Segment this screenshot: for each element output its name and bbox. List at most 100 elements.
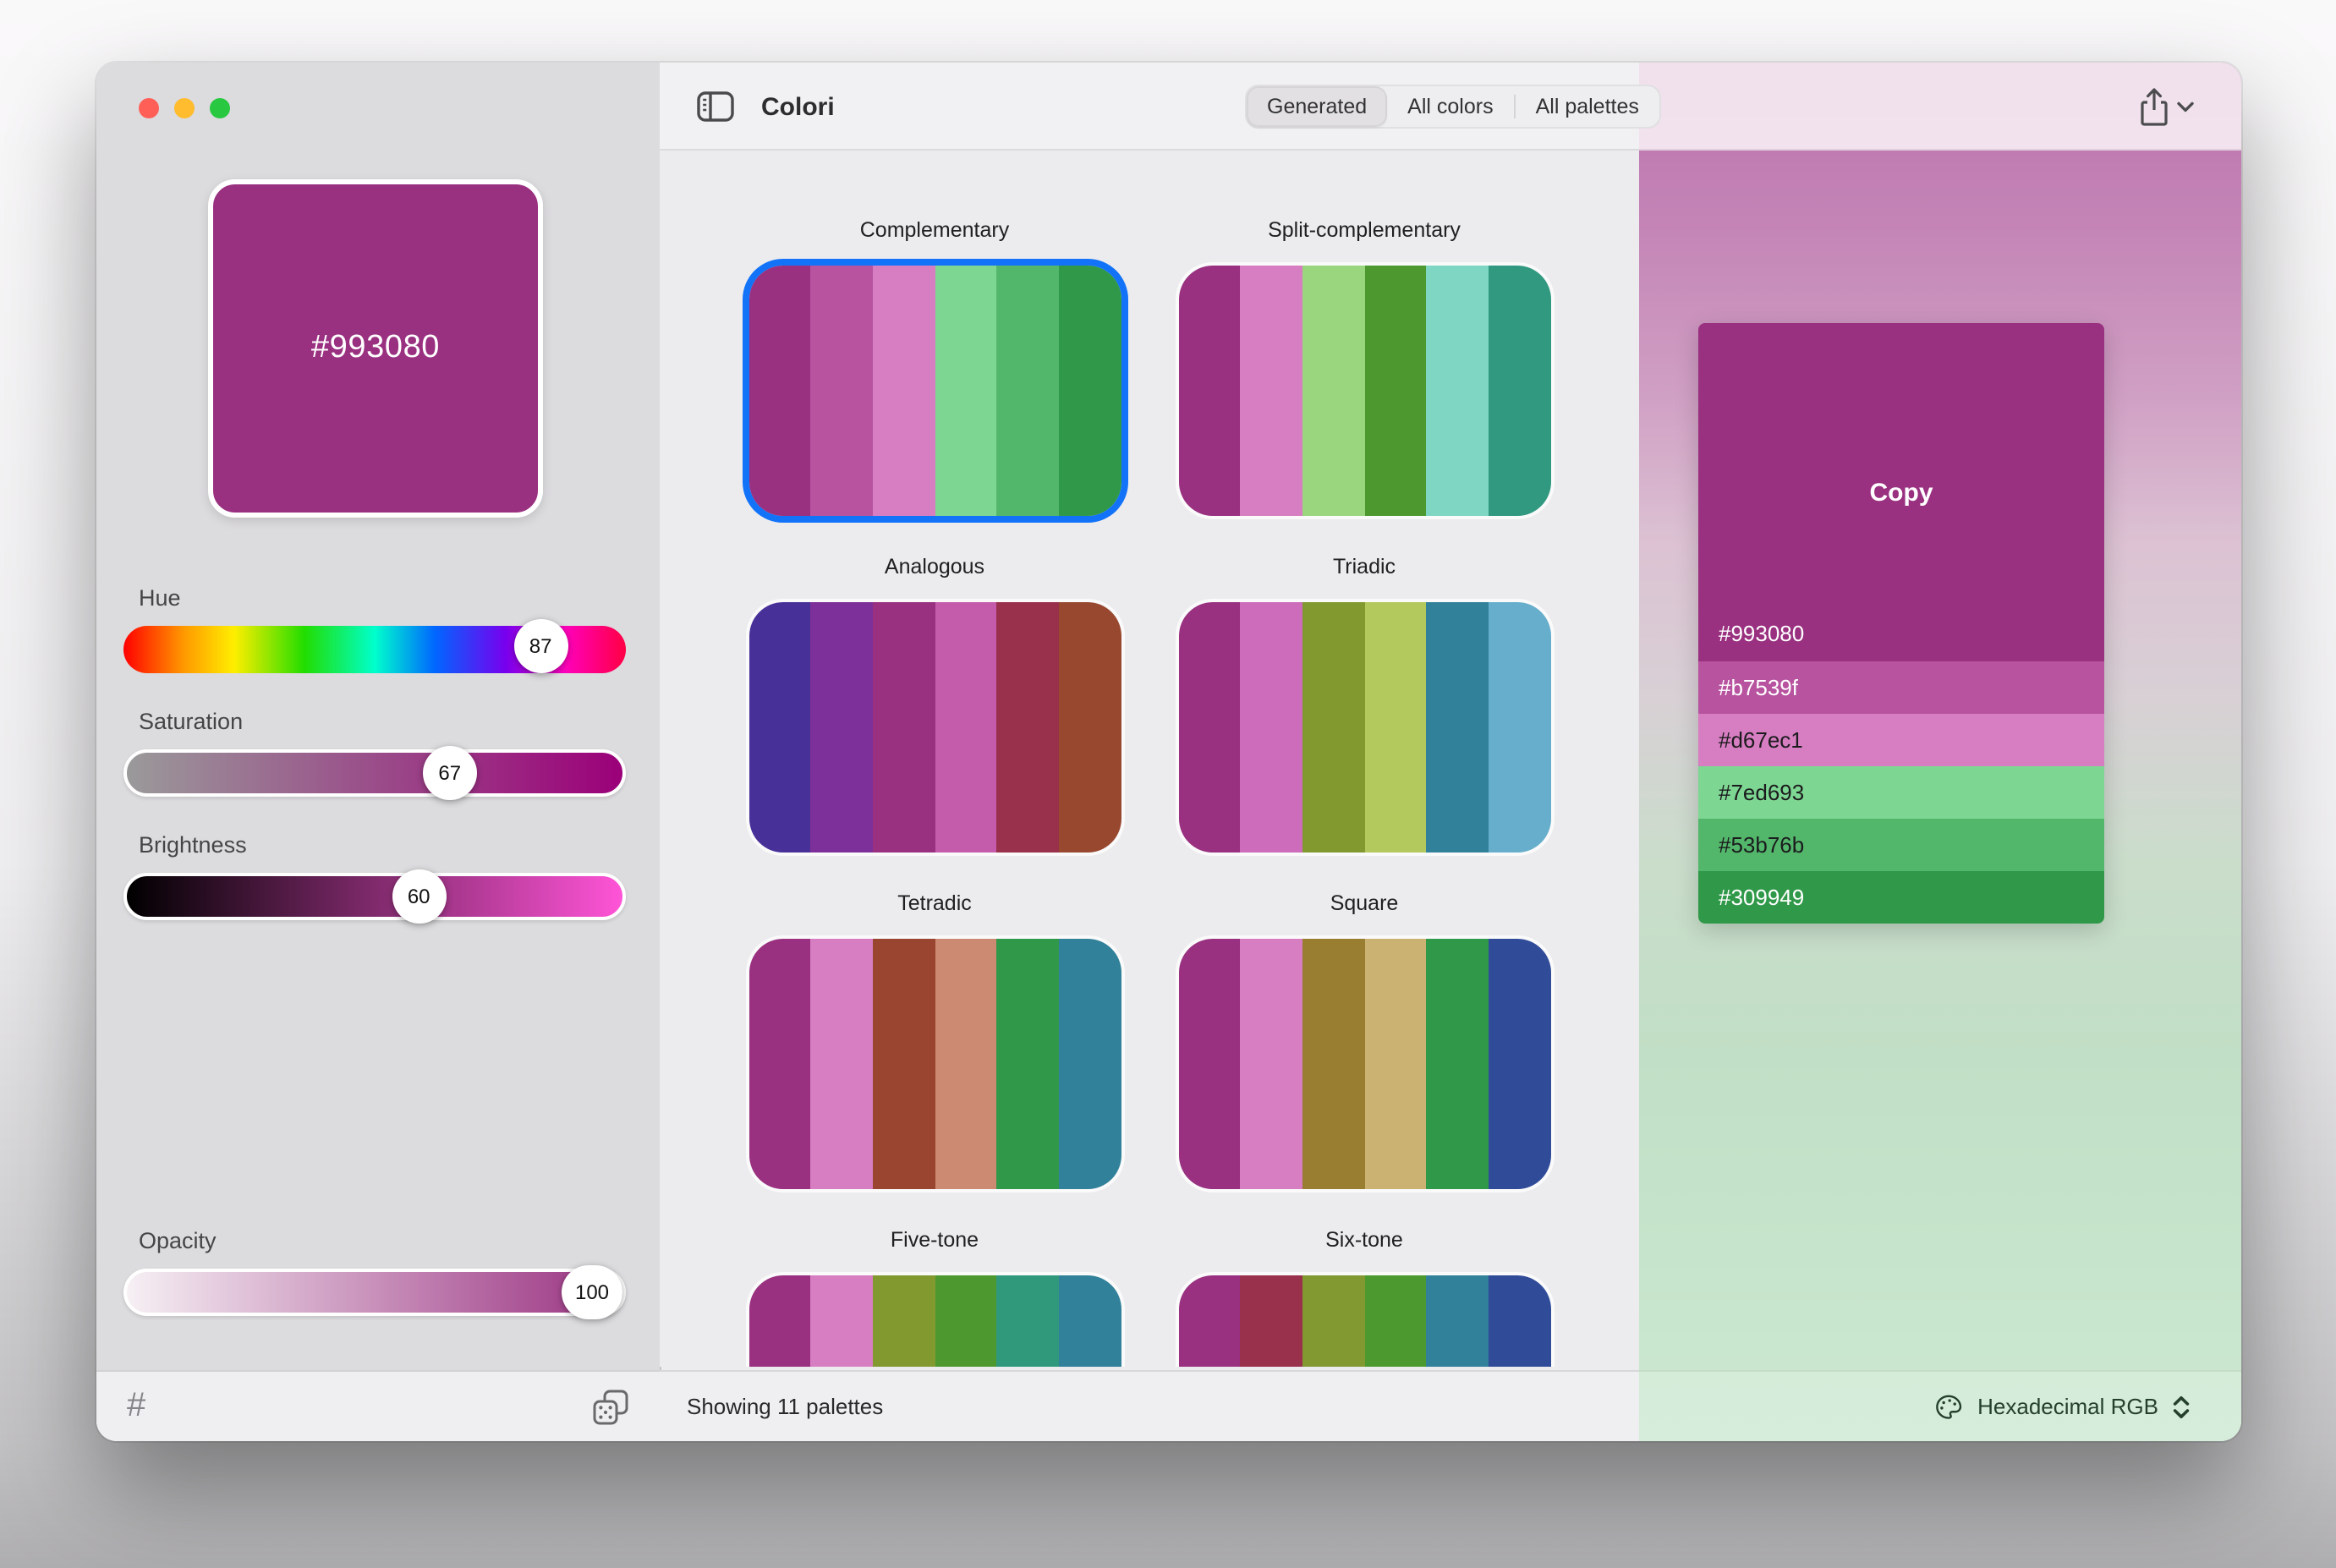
opacity-slider-thumb[interactable]: 100 (562, 1265, 622, 1319)
color-stripe (1302, 939, 1365, 1189)
color-stripe (872, 1275, 935, 1367)
tab-divider (1513, 95, 1516, 118)
palette-card-tetradic[interactable] (749, 939, 1121, 1189)
hex-input-button[interactable]: # (127, 1387, 146, 1424)
detail-hex-4[interactable]: #53b76b (1698, 819, 2104, 871)
color-stripe (749, 602, 811, 853)
brightness-label: Brightness (139, 832, 247, 858)
color-stripe (1058, 602, 1121, 853)
color-stripe (996, 602, 1059, 853)
color-stripe (1240, 602, 1302, 853)
toolbar-background-tinted (1639, 63, 2241, 151)
zoom-button[interactable] (210, 98, 230, 118)
detail-hex-1[interactable]: #b7539f (1698, 661, 2104, 714)
palette-name-label: Triadic (1332, 555, 1396, 578)
hue-slider-thumb[interactable]: 87 (513, 619, 568, 673)
current-color-hex: #993080 (310, 330, 441, 365)
palette-cell-triadic: Triadic (1178, 551, 1550, 853)
palette-card-complementary[interactable] (749, 266, 1121, 516)
palette-cell-split-complementary: Split-complementary (1178, 215, 1550, 516)
palette-scroll-area[interactable]: Complementary Split-complementary Analogou… (660, 151, 1639, 1367)
color-stripe (1302, 602, 1365, 853)
color-stripe (1240, 1275, 1302, 1367)
color-stripe (872, 266, 935, 516)
saturation-slider-thumb[interactable]: 67 (422, 746, 477, 800)
detail-hex-5[interactable]: #309949 (1698, 871, 2104, 924)
detail-hex-2[interactable]: #d67ec1 (1698, 714, 2104, 766)
tab-generated[interactable]: Generated (1247, 86, 1388, 127)
color-stripe (872, 602, 935, 853)
saturation-label: Saturation (139, 709, 244, 734)
palette-card-analogous[interactable] (749, 602, 1121, 853)
color-stripe (1058, 1275, 1121, 1367)
close-button[interactable] (139, 98, 159, 118)
detail-panel: Copy #993080 #b7539f #d67ec1 #7ed693 #53b76… (1639, 63, 2241, 1441)
color-stripe (1364, 602, 1427, 853)
color-stripe (935, 602, 997, 853)
palette-icon (1933, 1391, 1964, 1422)
palette-cell-six-tone: Six-tone (1178, 1225, 1550, 1367)
tab-all-palettes[interactable]: All palettes (1535, 95, 1639, 118)
toolbar: Colori Generated All colors All palettes (660, 63, 2241, 151)
color-stripe (1178, 939, 1241, 1189)
window-controls (139, 98, 230, 118)
palette-cell-square: Square (1178, 888, 1550, 1189)
minimize-button[interactable] (174, 98, 195, 118)
palette-name-label: Square (1330, 891, 1399, 915)
palette-name-label: Split-complementary (1268, 218, 1461, 242)
color-stripe (1178, 602, 1241, 853)
saturation-slider-group: Saturation 67 (123, 707, 626, 800)
color-stripe (749, 266, 811, 516)
palette-grid: Complementary Split-complementary Analogou… (660, 215, 1639, 1367)
color-stripe (749, 939, 811, 1189)
color-stripe (872, 939, 935, 1189)
palette-card-square[interactable] (1178, 939, 1550, 1189)
palette-name-label: Six-tone (1325, 1228, 1403, 1252)
detail-hex-0: #993080 (1719, 621, 1805, 646)
tab-all-colors[interactable]: All colors (1407, 95, 1494, 118)
color-stripe (810, 1275, 873, 1367)
window-title: Colori (761, 92, 835, 121)
updown-chevrons-icon (2172, 1393, 2191, 1420)
palette-card-split-complementary[interactable] (1178, 266, 1550, 516)
color-stripe (1364, 939, 1427, 1189)
current-color-swatch[interactable]: #993080 (208, 179, 543, 518)
palette-card-five-tone[interactable] (749, 1275, 1121, 1367)
palette-card-triadic[interactable] (1178, 602, 1550, 853)
brightness-slider-track[interactable]: 60 (123, 869, 626, 924)
color-stripe (1240, 266, 1302, 516)
palette-count-label: Showing 11 palettes (687, 1394, 884, 1419)
chevron-down-icon (2177, 101, 2194, 112)
detail-hex-3[interactable]: #7ed693 (1698, 766, 2104, 819)
share-button[interactable] (2136, 63, 2194, 151)
color-stripe (1426, 939, 1489, 1189)
sidebar: #993080 Hue 87 Saturation 67 Brightness 60 Opa… (96, 63, 661, 1441)
brightness-slider-thumb[interactable]: 60 (392, 869, 447, 924)
palette-name-label: Analogous (884, 555, 985, 578)
hue-slider-track[interactable]: 87 (123, 619, 626, 673)
toggle-sidebar-button[interactable] (697, 63, 734, 151)
palette-card-six-tone[interactable] (1178, 1275, 1550, 1367)
color-stripe (996, 1275, 1059, 1367)
sidebar-toggle-icon (697, 91, 734, 122)
color-stripe (1426, 602, 1489, 853)
color-stripe (1488, 266, 1550, 516)
opacity-slider-track[interactable]: 100 (123, 1265, 626, 1319)
copy-button[interactable]: Copy #993080 (1698, 323, 2104, 661)
color-stripe (1364, 266, 1427, 516)
color-stripe (996, 939, 1059, 1189)
format-selector[interactable]: Hexadecimal RGB (1639, 1370, 2241, 1441)
palette-cell-five-tone: Five-tone (749, 1225, 1121, 1367)
color-stripe (810, 939, 873, 1189)
color-stripe (1302, 266, 1365, 516)
saturation-slider-track[interactable]: 67 (123, 746, 626, 800)
palette-name-label: Tetradic (897, 891, 972, 915)
random-color-button[interactable] (592, 1388, 629, 1425)
detail-color-list: #b7539f #d67ec1 #7ed693 #53b76b #309949 (1698, 661, 2104, 924)
status-bar: Showing 11 palettes (660, 1370, 1639, 1441)
color-stripe (1058, 939, 1121, 1189)
hue-slider-group: Hue 87 (123, 584, 626, 673)
opacity-label: Opacity (139, 1228, 217, 1253)
selected-palette-detail: Copy #993080 #b7539f #d67ec1 #7ed693 #53b76… (1698, 323, 2104, 924)
